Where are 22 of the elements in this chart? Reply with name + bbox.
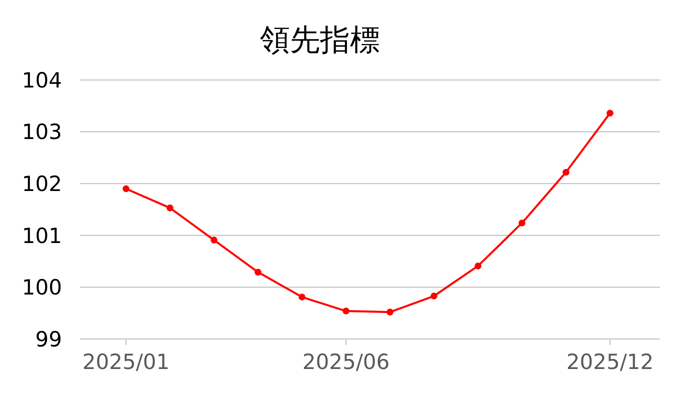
chart-title: 領先指標 [260,23,380,58]
x-tick-label: 2025/06 [302,350,390,374]
x-tick-label: 2025/12 [566,350,654,374]
point [474,262,482,270]
y-tick-label: 102 [22,172,62,196]
point [122,185,130,192]
y-tick-label: 100 [22,276,62,300]
y-tick-label: 104 [22,68,62,92]
point [254,268,262,276]
point [342,308,350,314]
y-tick-label: 101 [22,224,62,248]
point [210,236,218,244]
point [430,292,438,300]
y-tick-label: 99 [35,327,62,352]
point [518,220,526,226]
point [386,308,394,316]
point [298,294,306,300]
point [606,110,614,117]
y-tick-label: 103 [22,120,62,144]
point [166,204,174,212]
point [562,168,570,176]
x-tick-label: 2025/01 [82,350,170,374]
